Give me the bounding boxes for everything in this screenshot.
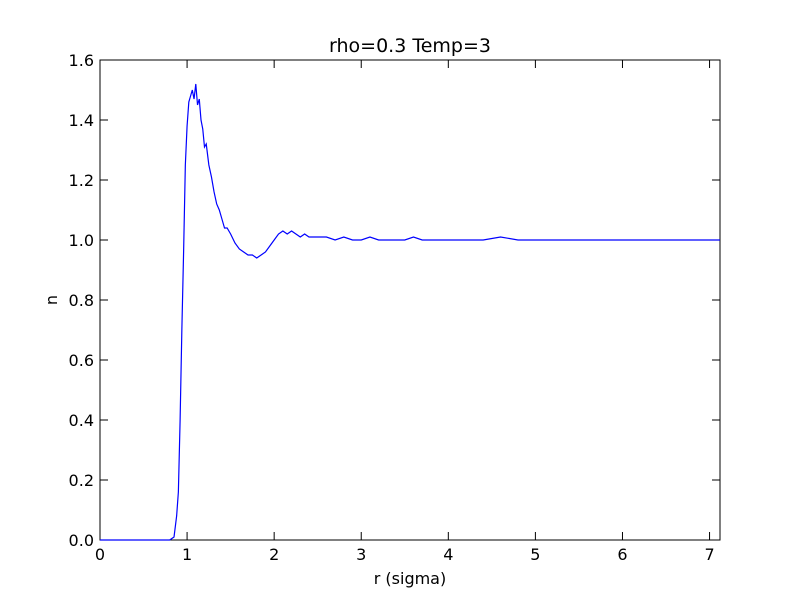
chart-title: rho=0.3 Temp=3: [329, 35, 491, 57]
x-tick-label: 6: [617, 545, 627, 564]
x-tick-label: 4: [443, 545, 453, 564]
x-tick-label: 3: [356, 545, 366, 564]
x-tick-label: 0: [95, 545, 105, 564]
x-tick-label: 7: [704, 545, 714, 564]
y-tick-label: 0.2: [69, 471, 94, 490]
axis-tick-labels: 0 1 2 3 4 5 6 7 0.0 0.2 0.4 0.6 0.8 1.0 1.2 1.4 1.6: [69, 51, 715, 564]
y-tick-label: 0.0: [69, 531, 94, 550]
x-tick-label: 1: [182, 545, 192, 564]
y-tick-label: 1.6: [69, 51, 94, 70]
y-tick-label: 1.0: [69, 231, 94, 250]
y-tick-label: 0.4: [69, 411, 94, 430]
axis-ticks: [99, 59, 720, 541]
x-axis-label: r (sigma): [374, 569, 446, 588]
series-line: [100, 83, 720, 541]
y-tick-label: 1.4: [69, 111, 94, 130]
y-tick-label: 0.6: [69, 351, 94, 370]
y-tick-label: 1.2: [69, 171, 94, 190]
x-tick-label: 2: [269, 545, 279, 564]
y-axis-label: n: [42, 295, 61, 305]
plot-area: [99, 59, 721, 541]
y-tick-label: 0.8: [69, 291, 94, 310]
x-tick-label: 5: [530, 545, 540, 564]
